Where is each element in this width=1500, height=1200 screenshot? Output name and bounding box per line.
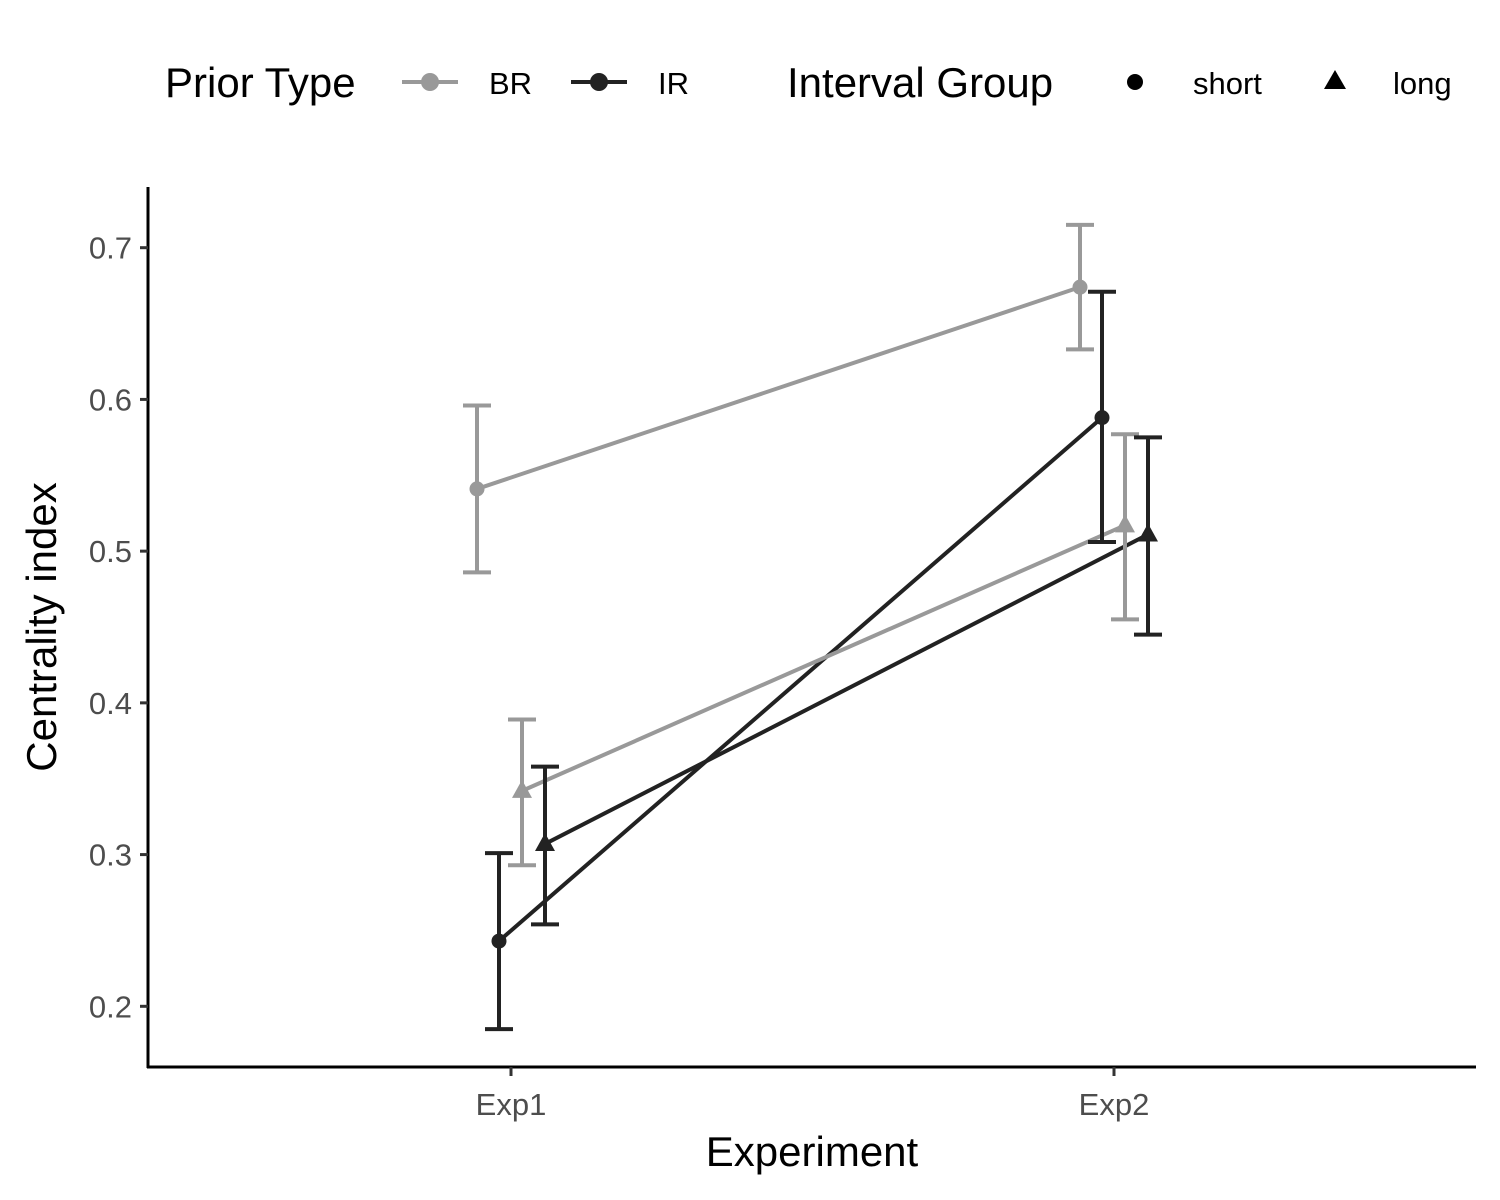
legend-label-ir: IR bbox=[658, 66, 689, 101]
legend-key-br-point bbox=[421, 73, 439, 91]
point-br-short bbox=[469, 481, 485, 497]
legend-key-long-point bbox=[1324, 70, 1346, 89]
x-tick-label: Exp2 bbox=[1079, 1087, 1150, 1122]
point-ir-short bbox=[1094, 410, 1110, 426]
x-axis-title: Experiment bbox=[706, 1128, 919, 1175]
x-axis-ticks: Exp1 Exp2 bbox=[476, 1067, 1150, 1122]
point-br-long bbox=[1115, 514, 1135, 533]
y-tick-label: 0.7 bbox=[89, 231, 132, 266]
series-line-br-short bbox=[476, 285, 1081, 491]
legend-label-br: BR bbox=[489, 66, 532, 101]
y-tick-label: 0.4 bbox=[89, 686, 132, 721]
series-line-ir-long bbox=[544, 532, 1149, 846]
y-tick-label: 0.2 bbox=[89, 989, 132, 1024]
series-lines bbox=[476, 285, 1149, 943]
series-line-ir-short bbox=[497, 416, 1104, 943]
point-ir-long bbox=[535, 832, 555, 851]
y-tick-label: 0.3 bbox=[89, 838, 132, 873]
data-points bbox=[469, 279, 1158, 949]
legend-label-long: long bbox=[1393, 66, 1452, 101]
y-tick-label: 0.5 bbox=[89, 534, 132, 569]
x-tick-label: Exp1 bbox=[476, 1087, 547, 1122]
y-axis-title: Centrality index bbox=[18, 482, 65, 771]
point-br-long bbox=[512, 779, 532, 798]
error-bars bbox=[463, 222, 1162, 1032]
legend-title-prior-type: Prior Type bbox=[165, 59, 356, 106]
y-axis-ticks: 0.2 0.3 0.4 0.5 0.6 0.7 bbox=[89, 231, 148, 1024]
legend-key-short-point bbox=[1127, 74, 1143, 90]
legend-label-short: short bbox=[1193, 66, 1262, 101]
y-tick-label: 0.6 bbox=[89, 382, 132, 417]
point-br-short bbox=[1072, 279, 1088, 295]
legend-title-interval-group: Interval Group bbox=[787, 59, 1053, 106]
legend: Prior Type BR IR Interval Group short lo… bbox=[165, 59, 1452, 106]
point-ir-short bbox=[491, 933, 507, 949]
point-ir-long bbox=[1138, 523, 1158, 542]
series-line-br-long bbox=[521, 523, 1126, 793]
legend-key-ir-point bbox=[590, 73, 608, 91]
